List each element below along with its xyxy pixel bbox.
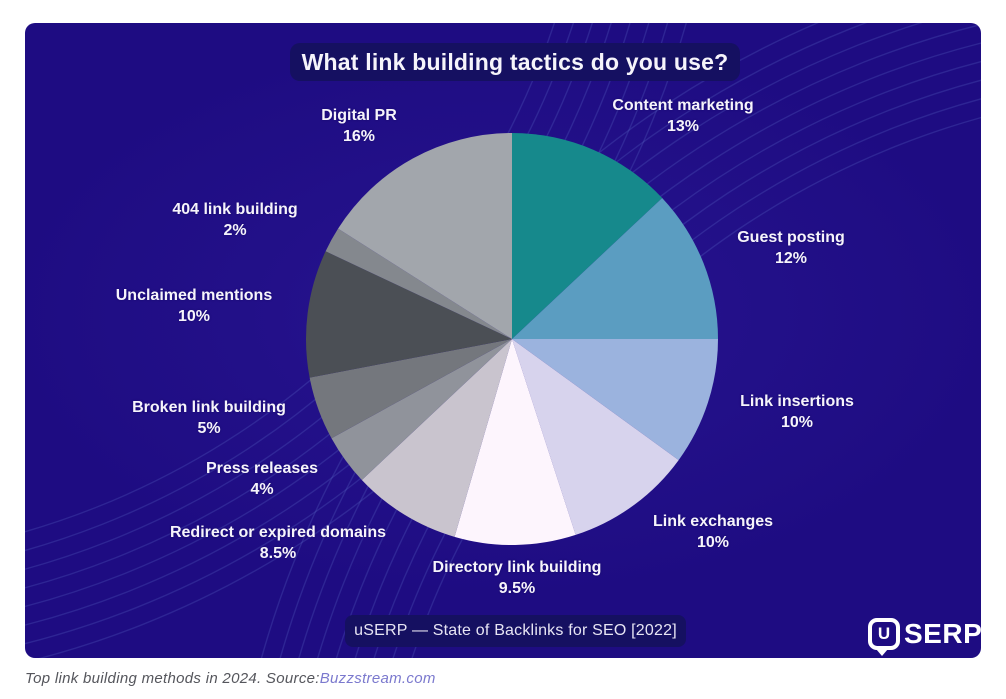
- pie-slice-link-exchanges: [512, 339, 679, 535]
- slice-name: Digital PR: [321, 107, 397, 124]
- slice-percent: 10%: [177, 308, 211, 325]
- pie-slice-404-link-building: [325, 228, 512, 339]
- pie-label-content-marketing: Content marketing 13%: [543, 95, 823, 137]
- pie-slice-press-releases: [331, 339, 512, 481]
- pie-slice-content-marketing: [512, 133, 663, 339]
- pie-label-unclaimed-mentions: Unclaimed mentions 10%: [54, 285, 334, 327]
- userp-logo-badge: U: [868, 618, 900, 656]
- pie-slice-guest-posting: [512, 197, 718, 339]
- slice-name: Content marketing: [612, 97, 754, 114]
- logo-letter-u: U: [877, 623, 891, 643]
- slice-percent: 9.5%: [498, 580, 536, 597]
- pie-slice-unclaimed-mentions: [306, 251, 512, 378]
- slice-percent: 8.5%: [259, 545, 297, 562]
- logo-wordmark: SERP: [904, 618, 981, 649]
- logo-pin-tail-icon: [876, 649, 888, 656]
- pie-slice-link-insertions: [512, 339, 718, 461]
- chart-title: What link building tactics do you use?: [301, 48, 729, 75]
- source-text: uSERP — State of Backlinks for SEO [2022…: [354, 622, 677, 639]
- slice-name: Directory link building: [432, 559, 602, 576]
- infographic-card: What link building tactics do you use? C…: [25, 23, 981, 658]
- slice-name: Unclaimed mentions: [115, 287, 273, 304]
- pie-label-directory-link-building: Directory link building 9.5%: [377, 557, 657, 599]
- caption-text: Top link building methods in 2024. Sourc…: [25, 670, 320, 687]
- pie-slice-redirect-or-expired-domains: [361, 339, 512, 537]
- pie-slice-broken-link-building: [309, 339, 512, 439]
- pie-slice-directory-link-building: [454, 339, 576, 546]
- userp-logo: U SERP: [868, 614, 981, 656]
- caption-source-link[interactable]: Buzzstream.com: [319, 670, 436, 687]
- pie-chart: [306, 133, 718, 546]
- image-caption: Top link building methods in 2024. Sourc…: [25, 670, 436, 687]
- pie-slice-digital-pr: [338, 133, 512, 339]
- title-pill: What link building tactics do you use?: [290, 43, 740, 81]
- source-pill: uSERP — State of Backlinks for SEO [2022…: [345, 615, 686, 647]
